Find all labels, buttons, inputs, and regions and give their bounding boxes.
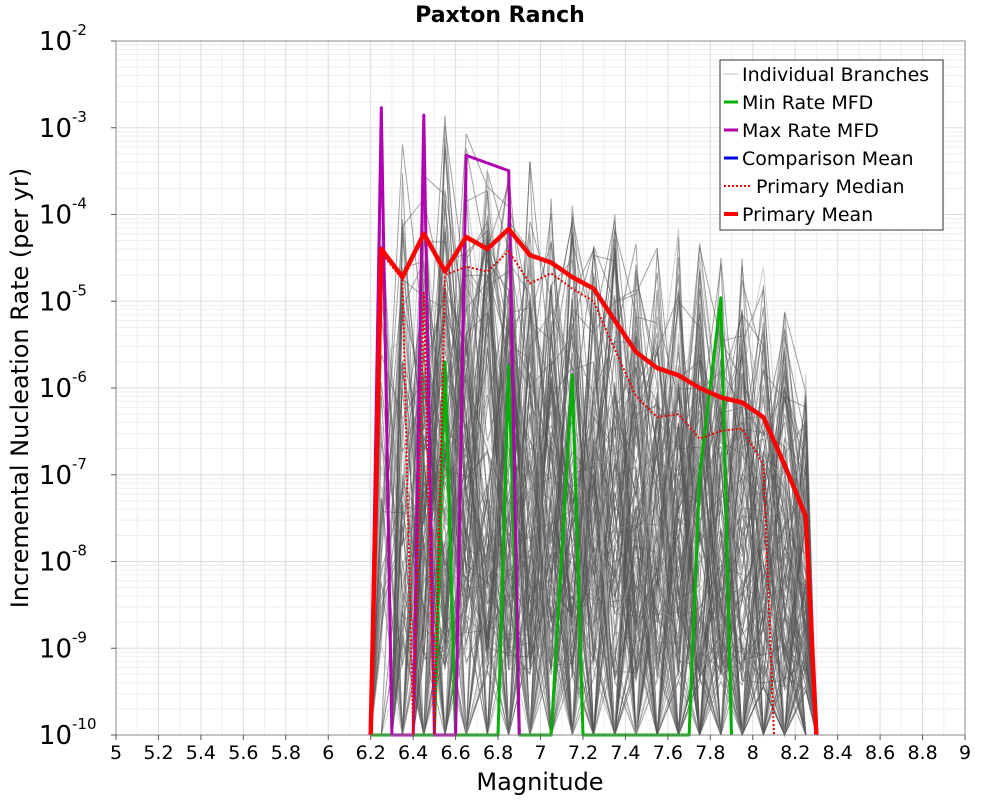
- y-tick-label: 10: [39, 114, 72, 144]
- x-tick-label: 6: [322, 742, 334, 764]
- x-tick-label: 5: [110, 742, 122, 764]
- branch-line: [391, 314, 817, 736]
- branch-line: [391, 219, 817, 736]
- legend-label: Primary Median: [756, 176, 905, 198]
- legend-label: Min Rate MFD: [742, 92, 873, 114]
- legend-label: Individual Branches: [742, 64, 929, 86]
- y-tick-label: 10: [39, 721, 72, 751]
- x-tick-label: 7.2: [568, 742, 598, 764]
- branch-line: [413, 288, 817, 736]
- x-tick-label: 8.4: [823, 742, 853, 764]
- legend: Individual Branches Min Rate MFD Max Rate …: [719, 59, 944, 231]
- x-tick-label: 9: [959, 742, 971, 764]
- chart-title: Paxton Ranch: [415, 3, 585, 28]
- branch-line: [412, 189, 817, 737]
- x-tick-label: 5.8: [271, 742, 301, 764]
- x-tick-label: 5.4: [186, 742, 216, 764]
- x-tick-label: 5.2: [143, 742, 173, 764]
- y-tick-exponent: -4: [72, 195, 87, 213]
- series-line-max-rate-mfd: [369, 106, 521, 737]
- branch-line: [412, 239, 817, 737]
- x-axis-ticks: 5 5.2 5.4 5.6 5.8 6 6.2 6.4 6.6 6.8 7 7.2 7.4 7.6 7.8 8…: [110, 735, 971, 764]
- x-tick-label: 7.4: [610, 742, 640, 764]
- x-tick-label: 7: [534, 742, 546, 764]
- y-tick-label: 10: [39, 548, 72, 578]
- x-tick-label: 8.2: [780, 742, 810, 764]
- y-tick-exponent: -10: [72, 715, 97, 733]
- branch-line: [413, 285, 817, 736]
- y-tick-exponent: -3: [72, 108, 87, 126]
- y-tick-label: 10: [39, 201, 72, 231]
- y-tick-label: 10: [39, 634, 72, 664]
- branch-line: [370, 249, 817, 736]
- branch-line: [412, 221, 817, 736]
- x-tick-label: 8: [747, 742, 759, 764]
- x-tick-label: 7.8: [695, 742, 725, 764]
- y-tick-exponent: -2: [72, 21, 87, 39]
- y-tick-exponent: -9: [72, 628, 87, 646]
- legend-label: Max Rate MFD: [742, 120, 879, 142]
- series-line-primary-mean: [368, 226, 819, 736]
- y-tick-exponent: -6: [72, 368, 87, 386]
- x-axis-label: Magnitude: [476, 768, 603, 796]
- y-tick-exponent: -5: [72, 281, 87, 299]
- y-axis-label: Incremental Nucleation Rate (per yr): [6, 168, 34, 608]
- y-tick-label: 10: [39, 27, 72, 57]
- x-tick-label: 7.6: [653, 742, 683, 764]
- branch-line: [412, 258, 817, 736]
- y-tick-exponent: -7: [72, 455, 87, 473]
- x-tick-label: 6.2: [356, 742, 386, 764]
- x-tick-label: 6.6: [440, 742, 470, 764]
- y-tick-exponent: -8: [72, 542, 87, 560]
- y-tick-label: 10: [39, 461, 72, 491]
- x-tick-label: 6.8: [483, 742, 513, 764]
- y-tick-label: 10: [39, 287, 72, 317]
- x-tick-label: 8.6: [865, 742, 895, 764]
- legend-box: [719, 59, 944, 231]
- y-tick-label: 10: [39, 374, 72, 404]
- legend-label: Primary Mean: [742, 204, 873, 226]
- branch-line: [370, 262, 817, 736]
- x-tick-label: 5.6: [228, 742, 258, 764]
- x-tick-label: 8.8: [907, 742, 937, 764]
- branch-line: [391, 257, 817, 736]
- legend-label: Comparison Mean: [742, 148, 914, 170]
- x-tick-label: 6.4: [398, 742, 428, 764]
